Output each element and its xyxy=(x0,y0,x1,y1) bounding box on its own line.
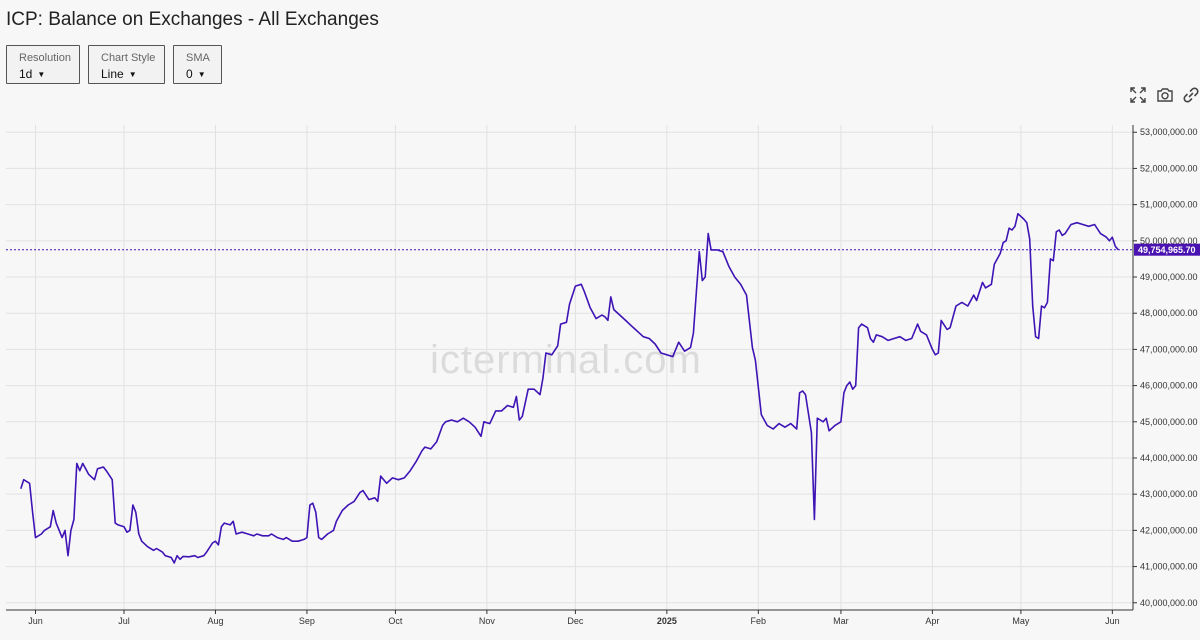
chevron-down-icon: ▼ xyxy=(128,70,137,79)
x-tick-label: Nov xyxy=(479,616,496,626)
y-tick-label: 49,000,000.00 xyxy=(1140,272,1198,282)
y-tick-label: 48,000,000.00 xyxy=(1140,308,1198,318)
y-tick-label: 41,000,000.00 xyxy=(1140,562,1198,572)
y-tick-label: 47,000,000.00 xyxy=(1140,344,1198,354)
y-tick-label: 46,000,000.00 xyxy=(1140,381,1198,391)
axes xyxy=(6,125,1134,611)
x-tick-label: Jun xyxy=(28,616,43,626)
y-tick-label: 50,000,000.00 xyxy=(1140,236,1198,246)
resolution-value: 1d xyxy=(19,67,33,81)
x-gridlines xyxy=(35,125,1113,610)
x-tick-label: May xyxy=(1012,616,1030,626)
y-tick-label: 52,000,000.00 xyxy=(1140,163,1198,173)
x-tick-label: Dec xyxy=(567,616,584,626)
x-tick-label: Jun xyxy=(1105,616,1120,626)
y-tick-label: 42,000,000.00 xyxy=(1140,525,1198,535)
current-value-label: 49,754,965.70 xyxy=(1138,245,1196,255)
fullscreen-icon[interactable] xyxy=(1128,85,1148,105)
sma-dropdown[interactable]: SMA 0 ▼ xyxy=(173,45,222,84)
x-tick-label: Feb xyxy=(751,616,767,626)
y-tick-label: 45,000,000.00 xyxy=(1140,417,1198,427)
camera-icon[interactable] xyxy=(1155,85,1175,105)
x-tick-label: Mar xyxy=(833,616,849,626)
y-tick-label: 51,000,000.00 xyxy=(1140,200,1198,210)
resolution-dropdown[interactable]: Resolution 1d ▼ xyxy=(6,45,80,84)
y-tick-label: 44,000,000.00 xyxy=(1140,453,1198,463)
x-tick-label: Oct xyxy=(388,616,403,626)
x-tick-label: 2025 xyxy=(657,616,677,626)
y-axis-ticks: 53,000,000.00 52,000,000.00 51,000,000.00 5… xyxy=(1133,127,1198,608)
current-value-badge xyxy=(1134,243,1200,256)
chart-style-value: Line xyxy=(101,67,124,81)
chart-style-dropdown[interactable]: Chart Style Line ▼ xyxy=(88,45,165,84)
chart-style-label: Chart Style xyxy=(101,52,156,64)
chevron-down-icon: ▼ xyxy=(37,70,46,79)
series-line xyxy=(20,212,1119,564)
x-tick-label: Sep xyxy=(299,616,315,626)
current-value-layer: 49,754,965.70 xyxy=(6,243,1200,256)
x-tick-label: Aug xyxy=(207,616,223,626)
y-tick-label: 43,000,000.00 xyxy=(1140,489,1198,499)
page-title: ICP: Balance on Exchanges - All Exchange… xyxy=(6,9,379,30)
x-tick-label: Apr xyxy=(925,616,939,626)
resolution-label: Resolution xyxy=(19,52,71,64)
y-tick-label: 40,000,000.00 xyxy=(1140,598,1198,608)
y-tick-label: 53,000,000.00 xyxy=(1140,127,1198,137)
link-icon[interactable] xyxy=(1181,85,1200,105)
y-gridlines xyxy=(6,131,1133,604)
sma-value: 0 xyxy=(186,67,193,81)
sma-label: SMA xyxy=(186,52,210,64)
x-axis-ticks: Jun Jul Aug Sep Oct Nov Dec 2025 Feb Mar Apr May Jun xyxy=(28,610,1120,626)
chevron-down-icon: ▼ xyxy=(197,70,206,79)
series-layer xyxy=(20,212,1119,564)
x-tick-label: Jul xyxy=(118,616,130,626)
